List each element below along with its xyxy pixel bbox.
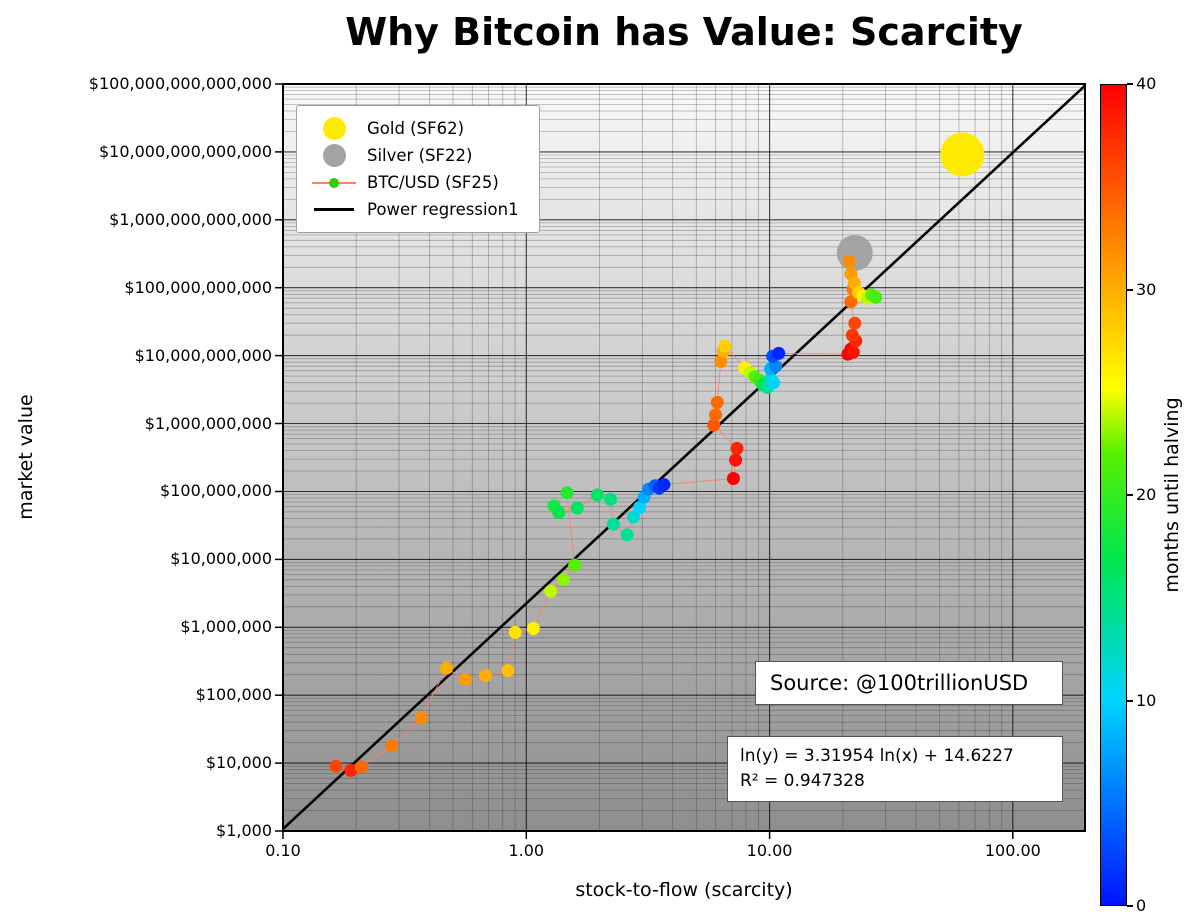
- legend: Gold (SF62) Silver (SF22) BTC/USD (SF25) Po…: [296, 105, 540, 233]
- plot-canvas: [275, 83, 1086, 839]
- y-tick-label: $1,000,000,000: [144, 413, 272, 433]
- r-squared: R² = 0.947328: [740, 771, 865, 791]
- colorbar-tick-mark: [1127, 83, 1133, 85]
- colorbar-tick-mark: [1127, 699, 1133, 702]
- colorbar-tick-mark: [1127, 905, 1133, 907]
- legend-item-gold: Gold (SF62): [307, 115, 519, 142]
- colorbar: [1100, 84, 1127, 906]
- y-tick-label: $1,000: [216, 821, 272, 840]
- gold-legend-marker: [307, 115, 361, 142]
- y-tick-label: $100,000,000,000: [124, 277, 272, 297]
- legend-item-silver: Silver (SF22): [307, 142, 519, 169]
- legend-label: Power regression1: [367, 200, 519, 219]
- regression-annotation: ln(y) = 3.31954 ln(x) + 14.6227 R² = 0.9…: [727, 736, 1063, 802]
- y-tick-label: $1,000,000,000,000: [109, 209, 272, 229]
- plot-border: [282, 83, 1086, 832]
- y-tick-label: $10,000,000,000: [134, 345, 272, 365]
- btc-legend-marker: [307, 169, 361, 196]
- y-tick-label: $100,000,000,000,000: [88, 74, 272, 93]
- y-tick-label: $10,000,000: [170, 549, 272, 569]
- silver-point: [836, 235, 873, 271]
- regression-equation: ln(y) = 3.31954 ln(x) + 14.6227: [740, 746, 1014, 766]
- colorbar-tick-label: 0: [1136, 896, 1147, 915]
- y-tick-label: $100,000,000: [160, 481, 272, 501]
- y-axis-label: market value: [15, 394, 37, 520]
- y-tick-label: $100,000: [195, 685, 272, 705]
- silver-legend-marker: [307, 142, 361, 169]
- colorbar-tick-label: 20: [1136, 485, 1157, 504]
- colorbar-tick-label: 10: [1136, 690, 1157, 710]
- x-tick-label: 10.00: [746, 841, 793, 860]
- x-tick-label: 0.10: [265, 841, 301, 860]
- colorbar-tick-mark: [1127, 288, 1133, 291]
- y-tick-label: $1,000,000: [180, 617, 272, 637]
- gold-point: [940, 132, 985, 177]
- legend-label: BTC/USD (SF25): [367, 173, 499, 192]
- colorbar-tick-label: 40: [1136, 74, 1157, 93]
- source-annotation: Source: @100trillionUSD: [755, 661, 1063, 705]
- x-tick-label: 1.00: [508, 841, 545, 860]
- axis-tick-marks: [275, 83, 1014, 839]
- legend-label: Gold (SF62): [367, 119, 465, 138]
- x-axis-label: stock-to-flow (scarcity): [575, 879, 793, 901]
- x-tick-label: 100.00: [984, 841, 1041, 860]
- legend-label: Silver (SF22): [367, 146, 473, 165]
- legend-item-btc: BTC/USD (SF25): [307, 169, 519, 196]
- plot-area: Gold (SF62) Silver (SF22) BTC/USD (SF25) Po…: [275, 83, 1086, 839]
- regression-legend-marker: [307, 196, 361, 223]
- legend-item-regression: Power regression1: [307, 196, 519, 223]
- colorbar-tick-mark: [1127, 494, 1133, 496]
- btc-series-points: [329, 254, 883, 777]
- chart-title: Why Bitcoin has Value: Scarcity: [345, 10, 1023, 54]
- y-tick-label: $10,000,000,000,000: [98, 141, 272, 161]
- grid-major: [283, 84, 1085, 831]
- colorbar-label: months until halving: [1161, 397, 1183, 593]
- colorbar-tick-label: 30: [1136, 279, 1157, 299]
- y-tick-label: $10,000: [205, 753, 272, 773]
- regression-line: [282, 84, 1086, 830]
